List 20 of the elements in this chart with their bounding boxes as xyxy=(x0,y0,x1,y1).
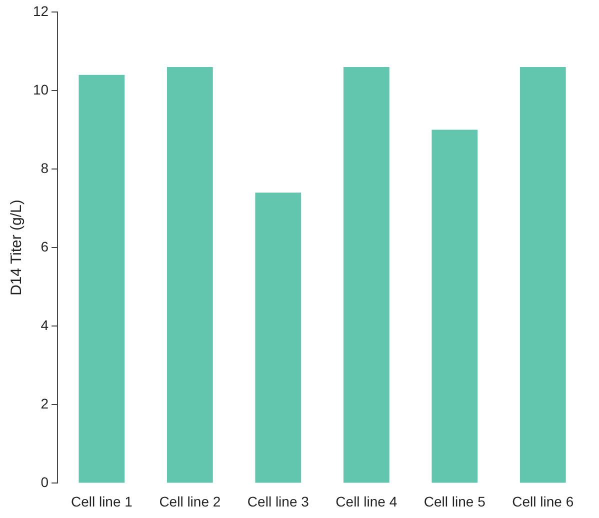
y-tick-label: 6 xyxy=(40,238,49,254)
y-tick-label: 8 xyxy=(40,160,49,176)
y-tick-label: 0 xyxy=(40,474,49,490)
bar xyxy=(255,192,302,483)
x-tick-label: Cell line 5 xyxy=(424,493,486,510)
x-tick-label: Cell line 6 xyxy=(512,493,574,510)
y-tick-label: 4 xyxy=(40,316,49,333)
x-tick-label: Cell line 1 xyxy=(70,493,133,510)
bar xyxy=(343,66,390,483)
bar xyxy=(432,130,478,483)
y-tick-label: 12 xyxy=(32,2,49,19)
y-axis-title: D14 Titer (g/L) xyxy=(8,200,26,296)
y-tick-label: 2 xyxy=(40,396,49,412)
bar xyxy=(166,66,213,483)
x-tick-label: Cell line 4 xyxy=(336,493,398,510)
y-tick-label: 10 xyxy=(32,81,49,98)
bar xyxy=(78,74,125,483)
bar xyxy=(520,66,566,483)
x-tick-label: Cell line 2 xyxy=(159,493,221,510)
x-tick-label: Cell line 3 xyxy=(247,493,310,510)
